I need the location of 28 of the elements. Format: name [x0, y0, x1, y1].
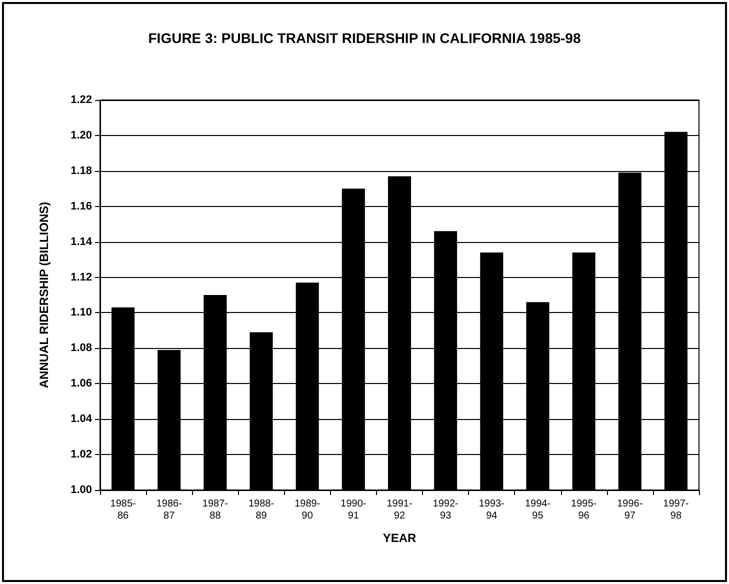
y-tick-label: 1.18 [70, 164, 92, 177]
y-tick-label: 1.14 [70, 236, 93, 248]
y-tick-label: 1.00 [70, 484, 92, 496]
y-axis-title: ANNUAL RIDERSHIP (BILLIONS) [37, 202, 51, 388]
y-tick-label: 1.04 [70, 413, 93, 426]
x-tick-label: 1997-98 [663, 498, 689, 522]
x-tick-label: 1986-87 [156, 498, 182, 522]
y-tick-label: 1.16 [70, 200, 92, 212]
x-tick-label: 1989-90 [294, 498, 320, 522]
x-tick-label: 1993-94 [478, 498, 504, 522]
y-tick-label: 1.20 [70, 129, 92, 142]
y-tick-label: 1.12 [70, 271, 92, 284]
x-tick-label: 1995-96 [571, 498, 597, 522]
chart-title: FIGURE 3: PUBLIC TRANSIT RIDERSHIP IN CALIFORNIA 1985-98 [148, 30, 581, 46]
y-tick-label: 1.10 [70, 306, 92, 319]
y-tick-label: 1.06 [70, 378, 92, 390]
y-tick-label: 1.08 [70, 342, 92, 354]
x-tick-label: 1987-88 [202, 498, 228, 522]
x-axis-title: YEAR [382, 531, 416, 545]
x-tick-label: 1996-97 [617, 498, 643, 522]
y-tick-label: 1.02 [70, 448, 92, 461]
x-tick-label: 1985-86 [110, 498, 136, 522]
y-tick-label: 1.22 [70, 94, 92, 106]
x-tick-label: 1988-89 [248, 498, 274, 522]
x-tick-label: 1992-93 [432, 498, 458, 522]
x-tick-label: 1994-95 [524, 498, 551, 522]
x-tick-label: 1991-92 [386, 498, 412, 522]
x-tick-label: 1990-91 [340, 498, 366, 522]
